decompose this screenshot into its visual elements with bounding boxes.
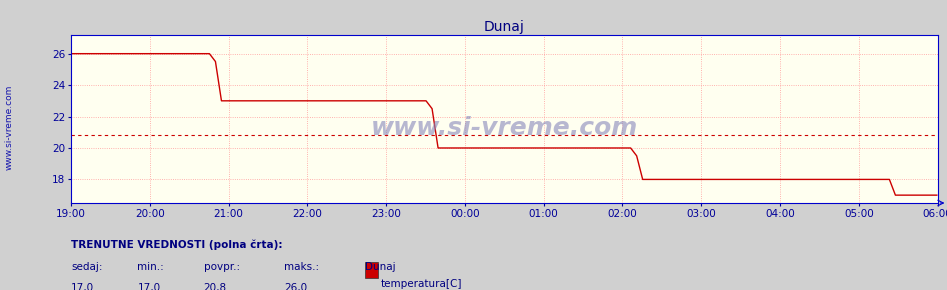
Text: 20,8: 20,8 xyxy=(204,283,226,290)
Text: sedaj:: sedaj: xyxy=(71,262,102,272)
Text: maks.:: maks.: xyxy=(284,262,319,272)
Text: temperatura[C]: temperatura[C] xyxy=(381,279,462,289)
Text: 17,0: 17,0 xyxy=(71,283,94,290)
Text: 26,0: 26,0 xyxy=(284,283,307,290)
Text: min.:: min.: xyxy=(137,262,164,272)
Text: Dunaj: Dunaj xyxy=(365,262,395,272)
Text: povpr.:: povpr.: xyxy=(204,262,240,272)
Text: TRENUTNE VREDNOSTI (polna črta):: TRENUTNE VREDNOSTI (polna črta): xyxy=(71,239,282,250)
Text: www.si-vreme.com: www.si-vreme.com xyxy=(5,85,14,170)
Text: www.si-vreme.com: www.si-vreme.com xyxy=(370,115,638,139)
Text: 17,0: 17,0 xyxy=(137,283,160,290)
Title: Dunaj: Dunaj xyxy=(484,20,525,34)
